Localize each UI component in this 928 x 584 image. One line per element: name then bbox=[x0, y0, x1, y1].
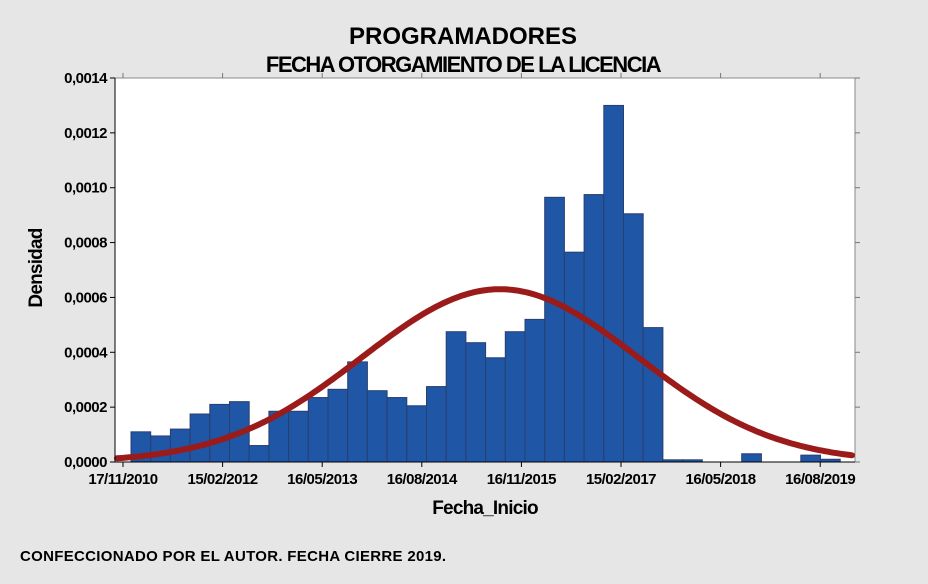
y-tick-label: 0,0002 bbox=[64, 399, 107, 416]
bars-group bbox=[130, 104, 841, 463]
footer-note: CONFECCIONADO POR EL AUTOR. FECHA CIERRE… bbox=[20, 548, 447, 565]
histogram-bar bbox=[465, 342, 487, 463]
histogram-bar bbox=[426, 386, 447, 463]
histogram-bar bbox=[327, 388, 349, 463]
histogram-bar bbox=[741, 453, 762, 463]
x-tick-label: 16/05/2013 bbox=[287, 471, 357, 488]
y-tick-label: 0,0008 bbox=[64, 235, 107, 252]
chart-title: PROGRAMADORES bbox=[349, 23, 577, 50]
histogram-bar bbox=[524, 318, 546, 463]
x-tick-label: 16/11/2015 bbox=[487, 471, 556, 488]
x-tick-label: 15/02/2017 bbox=[586, 471, 656, 488]
histogram-chart: PROGRAMADORES FECHA OTORGAMIENTO DE LA L… bbox=[26, 23, 860, 519]
normal-fit-curve bbox=[114, 286, 855, 462]
histogram-bar bbox=[800, 454, 821, 463]
histogram-bar bbox=[386, 397, 408, 463]
histogram-bar bbox=[169, 428, 191, 463]
y-tick-label: 0,0012 bbox=[64, 125, 107, 142]
histogram-bar bbox=[248, 445, 270, 463]
histogram-bar bbox=[445, 331, 467, 463]
y-tick-label: 0,0010 bbox=[64, 180, 107, 197]
y-tick-label: 0,0000 bbox=[64, 454, 107, 471]
histogram-bar bbox=[504, 331, 526, 463]
histogram-bar bbox=[209, 403, 231, 463]
histogram-bar bbox=[544, 196, 565, 463]
histogram-bar bbox=[603, 104, 624, 463]
x-tick-label: 15/02/2012 bbox=[188, 471, 258, 488]
histogram-bar bbox=[288, 410, 309, 463]
histogram-bar bbox=[307, 397, 329, 463]
histogram-bar bbox=[623, 213, 644, 463]
x-tick-label: 16/05/2018 bbox=[686, 471, 756, 488]
histogram-bar bbox=[406, 405, 427, 463]
x-axis: 17/11/2010 15/02/2012 16/05/2013 16/08/2014… bbox=[88, 73, 856, 488]
x-tick-label: 16/08/2014 bbox=[387, 471, 458, 488]
histogram-bar bbox=[366, 390, 388, 463]
histogram-bar bbox=[642, 327, 664, 463]
x-tick-label: 16/08/2019 bbox=[785, 471, 855, 488]
y-tick-label: 0,0006 bbox=[64, 289, 107, 306]
histogram-bar bbox=[189, 413, 211, 463]
histogram-bar bbox=[485, 357, 506, 463]
x-tick-label: 17/11/2010 bbox=[88, 471, 157, 488]
histogram-bar bbox=[347, 361, 368, 463]
y-tick-label: 0,0004 bbox=[64, 344, 108, 361]
chart-subtitle: FECHA OTORGAMIENTO DE LA LICENCIA bbox=[266, 52, 662, 77]
chart-svg: PROGRAMADORES FECHA OTORGAMIENTO DE LA L… bbox=[26, 23, 860, 519]
y-axis: 0,0000 0,0002 0,0004 0,0006 0,0008 0,0010 0,00… bbox=[64, 70, 860, 471]
histogram-bar bbox=[150, 435, 171, 463]
y-tick-label: 0,0014 bbox=[64, 70, 108, 87]
x-axis-label: Fecha_Inicio bbox=[432, 498, 538, 519]
histogram-bar bbox=[563, 251, 585, 463]
y-axis-label: Densidad bbox=[26, 228, 47, 307]
